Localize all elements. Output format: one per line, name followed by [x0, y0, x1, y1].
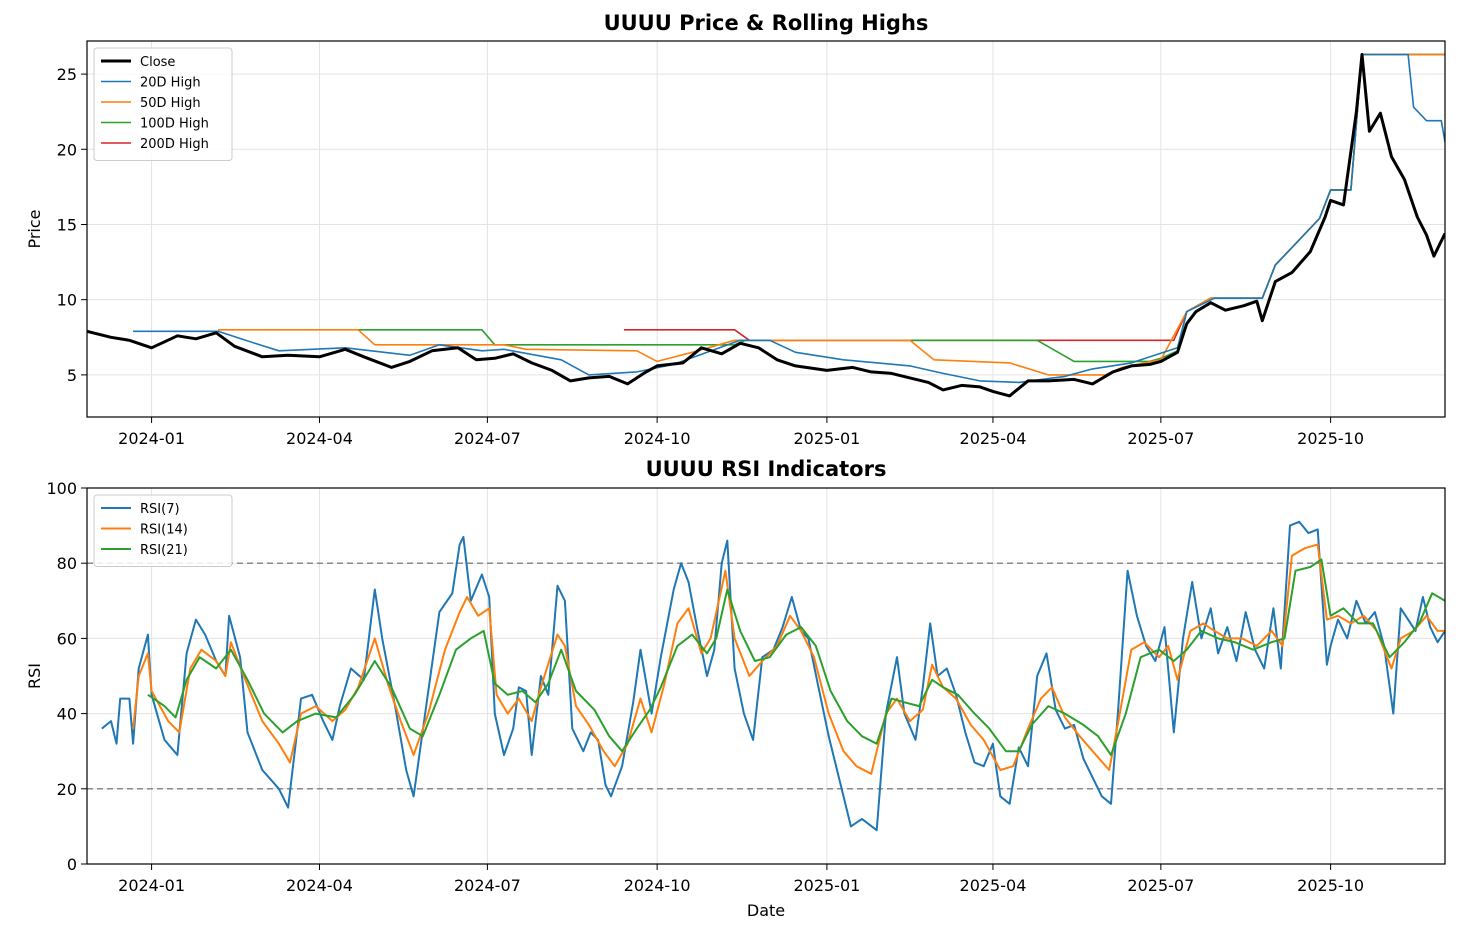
rsi-y-tick-label: 60 — [57, 629, 77, 648]
price-plot-frame — [86, 40, 1446, 418]
price-y-tick-label: 10 — [57, 291, 77, 310]
legend-label-100d-high: 100D High — [140, 117, 209, 132]
price-legend-box — [93, 47, 233, 161]
price-y-tick-label: 15 — [57, 215, 77, 234]
price-y-tick-label: 25 — [57, 65, 77, 84]
rsi-x-tick-label: 2024-10 — [624, 876, 691, 895]
rsi-y-tick-label: 0 — [67, 855, 77, 874]
rsi-x-tick-label: 2025-07 — [1127, 876, 1194, 895]
price-x-tick-label: 2025-10 — [1297, 429, 1364, 448]
price-y-tick-label: 20 — [57, 140, 77, 159]
series-line-rsi-21 — [147, 558, 1445, 756]
price-x-tick-label: 2024-01 — [118, 429, 185, 448]
rsi-x-tick-label: 2024-07 — [454, 876, 521, 895]
price-legend: Close 20D High 50D High 100D High 200D High — [93, 47, 233, 161]
price-x-tick-label: 2024-10 — [624, 429, 691, 448]
rsi-y-tick-label: 40 — [57, 705, 77, 724]
rsi-x-tick-label: 2024-04 — [286, 876, 353, 895]
price-y-axis-label: Price — [25, 209, 44, 248]
rsi-x-axis-label: Date — [747, 901, 785, 920]
rsi-y-tick-label: 20 — [57, 780, 77, 799]
rsi-x-tick-label: 2025-04 — [960, 876, 1027, 895]
rsi-x-tick-label: 2025-10 — [1297, 876, 1364, 895]
price-y-tick-label: 5 — [67, 366, 77, 385]
rsi-y-tick-label: 100 — [46, 479, 77, 498]
legend-label-rsi-14: RSI(14) — [140, 523, 188, 538]
series-line-close — [87, 53, 1445, 398]
price-x-tick-label: 2025-01 — [793, 429, 860, 448]
series-line-rsi-14 — [132, 543, 1445, 775]
price-x-tick-label: 2024-07 — [454, 429, 521, 448]
price-x-tick-label: 2025-04 — [960, 429, 1027, 448]
series-line-50d-high — [218, 53, 1445, 376]
price-chart-title: UUUU Price & Rolling Highs — [604, 11, 929, 35]
rsi-legend: RSI(7) RSI(14) RSI(21) — [93, 494, 233, 567]
legend-label-50d-high: 50D High — [140, 96, 201, 111]
price-x-tick-label: 2024-04 — [286, 429, 353, 448]
series-line-20d-high — [133, 53, 1445, 384]
series-line-200d-high — [623, 53, 1445, 342]
series-line-rsi-7 — [101, 520, 1445, 832]
legend-label-rsi-21: RSI(21) — [140, 543, 188, 558]
rsi-panel: UUUU RSI Indicators 0 20 40 60 80 100 2024-01 20… — [25, 457, 1446, 920]
legend-label-20d-high: 20D High — [140, 76, 201, 91]
rsi-x-tick-label: 2025-01 — [793, 876, 860, 895]
rsi-plot-frame — [86, 487, 1446, 865]
series-line-100d-high — [358, 53, 1445, 363]
legend-label-close: Close — [140, 55, 175, 70]
rsi-y-axis-label: RSI — [25, 663, 44, 689]
price-x-tick-label: 2025-07 — [1127, 429, 1194, 448]
price-panel: UUUU Price & Rolling Highs 5 10 15 20 25 2024-… — [25, 11, 1446, 448]
legend-label-200d-high: 200D High — [140, 137, 209, 152]
rsi-chart-title: UUUU RSI Indicators — [646, 457, 887, 481]
rsi-y-tick-label: 80 — [57, 554, 77, 573]
rsi-x-tick-label: 2024-01 — [118, 876, 185, 895]
legend-label-rsi-7: RSI(7) — [140, 502, 180, 517]
